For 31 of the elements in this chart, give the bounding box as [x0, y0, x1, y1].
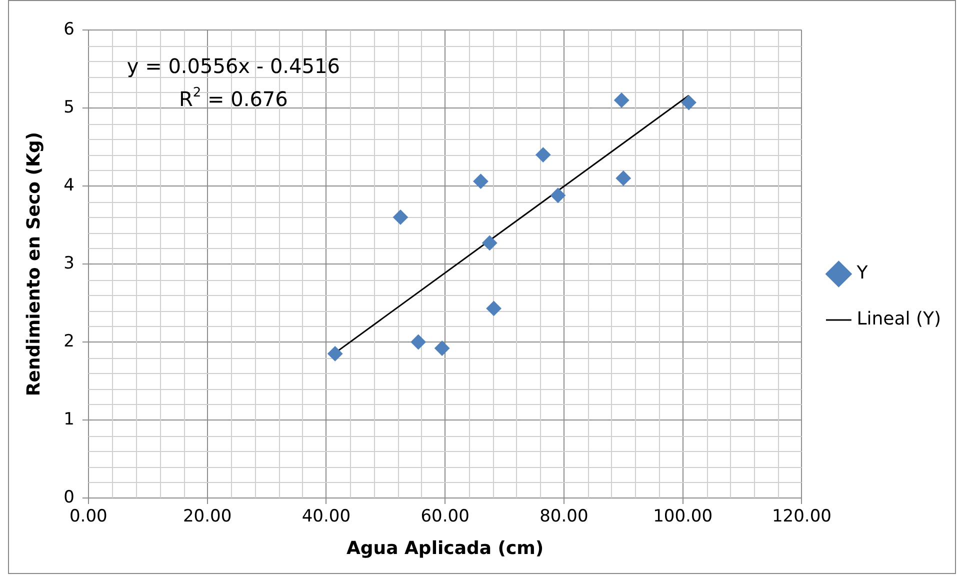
point: [392, 210, 408, 225]
point: [486, 300, 502, 316]
point: [410, 334, 426, 350]
y-axis-title: Rendimiento en Seco (Kg): [23, 132, 44, 396]
point: [434, 340, 450, 356]
y-tick-label: 2: [64, 331, 74, 352]
y-tick-label: 0: [64, 487, 74, 508]
point: [681, 95, 696, 110]
point: [550, 188, 566, 203]
point: [614, 92, 630, 108]
y-tick-label: 3: [64, 253, 74, 274]
x-tick-label: 120.00: [772, 506, 832, 527]
point: [536, 147, 551, 162]
x-axis-title: Agua Aplicada (cm): [346, 538, 544, 559]
x-tick-label: 60.00: [420, 506, 470, 527]
legend-label: Y: [856, 262, 869, 284]
y-tick-label: 4: [64, 175, 74, 196]
x-tick-label: 40.00: [302, 506, 351, 527]
x-tick-label: 0.00: [69, 506, 108, 527]
annotation: y = 0.0556x - 0.4516: [126, 54, 340, 78]
y-tick-label: 6: [64, 19, 74, 40]
y-tick-label: 1: [64, 409, 74, 430]
y-tick-label: 5: [64, 97, 74, 118]
point: [482, 235, 498, 250]
legend-label: Lineal (Y): [856, 308, 942, 330]
x-tick-label: 100.00: [653, 506, 713, 527]
point: [473, 174, 488, 189]
point: [328, 346, 343, 362]
x-tick-label: 20.00: [182, 506, 232, 527]
point: [616, 170, 631, 186]
x-tick-label: 80.00: [540, 506, 588, 527]
